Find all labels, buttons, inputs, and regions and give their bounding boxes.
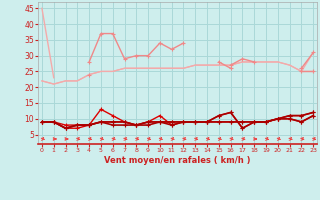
X-axis label: Vent moyen/en rafales ( km/h ): Vent moyen/en rafales ( km/h ) [104, 156, 251, 165]
